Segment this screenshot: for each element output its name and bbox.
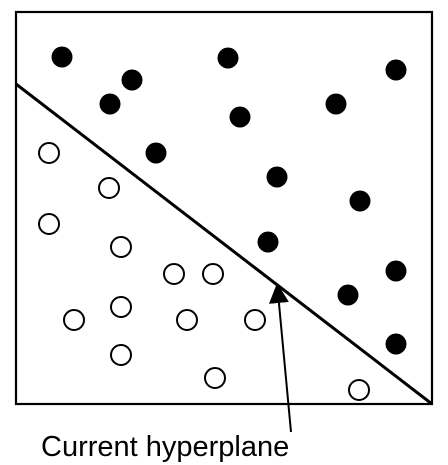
filled-point <box>52 47 73 68</box>
hollow-point <box>349 380 369 400</box>
filled-point <box>230 107 251 128</box>
hollow-point <box>164 264 184 284</box>
hollow-point <box>111 345 131 365</box>
hollow-point <box>177 310 197 330</box>
hollow-point <box>203 264 223 284</box>
hollow-point <box>245 310 265 330</box>
filled-point <box>267 167 288 188</box>
filled-point <box>386 261 407 282</box>
hyperplane-caption: Current hyperplane <box>41 431 289 463</box>
filled-point <box>218 48 239 69</box>
hollow-point <box>205 368 225 388</box>
filled-point <box>258 232 279 253</box>
filled-point <box>386 60 407 81</box>
hollow-point <box>111 297 131 317</box>
filled-point <box>146 143 167 164</box>
filled-point <box>350 191 371 212</box>
filled-point <box>326 94 347 115</box>
hollow-point <box>64 310 84 330</box>
filled-point <box>386 334 407 355</box>
hollow-point <box>39 214 59 234</box>
filled-point <box>122 70 143 91</box>
filled-point <box>100 94 121 115</box>
hollow-point <box>39 143 59 163</box>
plot-frame <box>16 12 432 404</box>
filled-point <box>338 285 359 306</box>
hollow-point <box>111 237 131 257</box>
hollow-point <box>99 178 119 198</box>
